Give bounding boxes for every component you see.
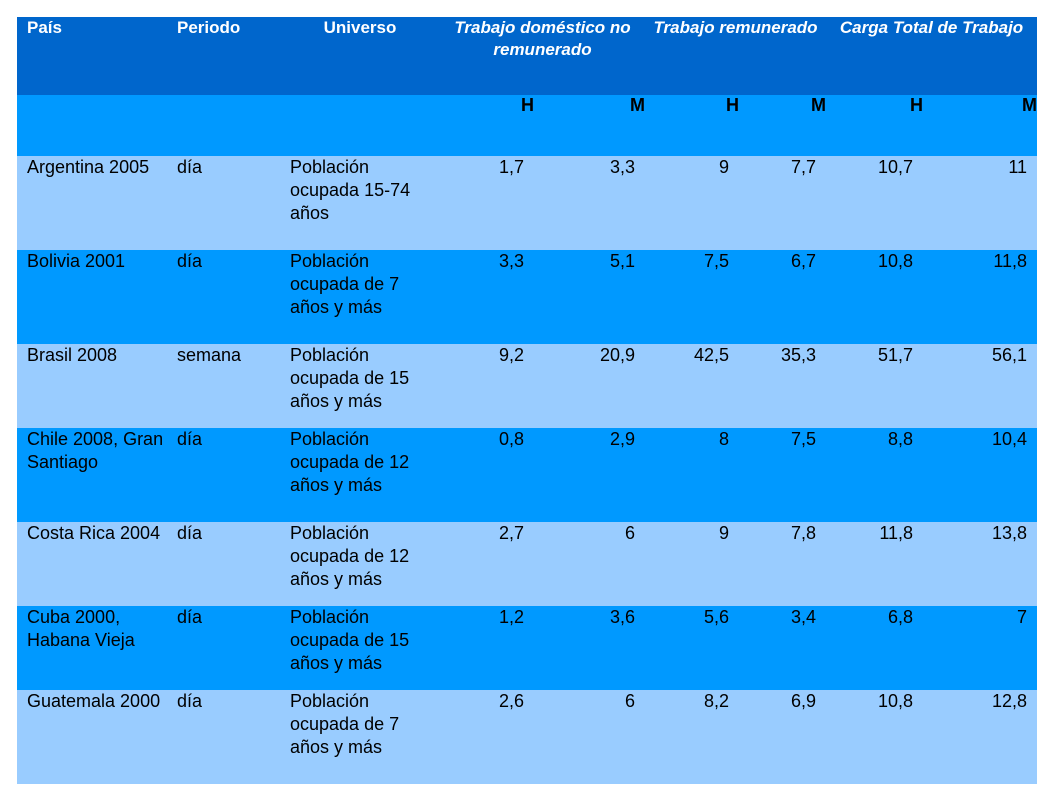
cell-value: 56,1: [923, 344, 1038, 428]
header-row: País Periodo Universo Trabajo doméstico …: [17, 17, 1038, 95]
cell-value: 2,9: [534, 428, 646, 522]
cell-value: 2,6: [440, 690, 534, 784]
cell-universo: Población ocupada de 7 años y más: [280, 250, 440, 344]
table-body: Argentina 2005 día Población ocupada 15-74…: [17, 156, 1038, 784]
cell-value: 20,9: [534, 344, 646, 428]
subheader-m: M: [923, 95, 1038, 156]
cell-value: 11,8: [826, 522, 924, 606]
cell-value: 12,8: [923, 690, 1038, 784]
cell-pais: Brasil 2008: [17, 344, 167, 428]
subheader-m: M: [739, 95, 827, 156]
table-row: Bolivia 2001 día Población ocupada de 7 añ…: [17, 250, 1038, 344]
cell-value: 8,2: [645, 690, 740, 784]
subheader-row: H M H M H M: [17, 95, 1038, 156]
cell-value: 10,4: [923, 428, 1038, 522]
header-carga-total: Carga Total de Trabajo: [826, 17, 1038, 95]
cell-value: 35,3: [739, 344, 827, 428]
cell-value: 7,5: [645, 250, 740, 344]
cell-periodo: día: [167, 156, 280, 250]
cell-value: 10,8: [826, 250, 924, 344]
cell-value: 5,1: [534, 250, 646, 344]
cell-value: 13,8: [923, 522, 1038, 606]
table-row: Cuba 2000, Habana Vieja día Población ocup…: [17, 606, 1038, 690]
table-row: Chile 2008, Gran Santiago día Población oc…: [17, 428, 1038, 522]
cell-pais: Bolivia 2001: [17, 250, 167, 344]
cell-value: 8,8: [826, 428, 924, 522]
cell-universo: Población ocupada de 15 años y más: [280, 606, 440, 690]
subheader-empty: [280, 95, 440, 156]
cell-periodo: día: [167, 522, 280, 606]
table-row: Costa Rica 2004 día Población ocupada de 1…: [17, 522, 1038, 606]
cell-value: 7,5: [739, 428, 827, 522]
subheader-m: M: [534, 95, 646, 156]
header-trabajo-remunerado: Trabajo remunerado: [645, 17, 827, 95]
table-row: Argentina 2005 día Población ocupada 15-74…: [17, 156, 1038, 250]
cell-value: 6: [534, 690, 646, 784]
cell-pais: Cuba 2000, Habana Vieja: [17, 606, 167, 690]
cell-periodo: día: [167, 690, 280, 784]
table-row: Guatemala 2000 día Población ocupada de 7 …: [17, 690, 1038, 784]
cell-pais: Guatemala 2000: [17, 690, 167, 784]
cell-value: 6,8: [826, 606, 924, 690]
cell-periodo: semana: [167, 344, 280, 428]
subheader-h: H: [440, 95, 534, 156]
cell-value: 6,9: [739, 690, 827, 784]
cell-universo: Población ocupada de 15 años y más: [280, 344, 440, 428]
header-trabajo-domestico: Trabajo doméstico no remunerado: [440, 17, 646, 95]
cell-periodo: día: [167, 606, 280, 690]
cell-pais: Argentina 2005: [17, 156, 167, 250]
cell-pais: Chile 2008, Gran Santiago: [17, 428, 167, 522]
header-universo: Universo: [280, 17, 440, 95]
cell-universo: Población ocupada de 12 años y más: [280, 522, 440, 606]
cell-periodo: día: [167, 250, 280, 344]
cell-value: 0,8: [440, 428, 534, 522]
cell-value: 3,3: [440, 250, 534, 344]
cell-value: 5,6: [645, 606, 740, 690]
cell-universo: Población ocupada 15-74 años: [280, 156, 440, 250]
subheader-empty: [167, 95, 280, 156]
cell-value: 7,7: [739, 156, 827, 250]
cell-value: 11: [923, 156, 1038, 250]
data-table: País Periodo Universo Trabajo doméstico …: [17, 17, 1038, 784]
cell-pais: Costa Rica 2004: [17, 522, 167, 606]
cell-value: 42,5: [645, 344, 740, 428]
header-pais: País: [17, 17, 167, 95]
cell-value: 9,2: [440, 344, 534, 428]
cell-value: 7: [923, 606, 1038, 690]
subheader-empty: [17, 95, 167, 156]
cell-value: 9: [645, 522, 740, 606]
cell-value: 3,3: [534, 156, 646, 250]
header-periodo: Periodo: [167, 17, 280, 95]
cell-value: 51,7: [826, 344, 924, 428]
subheader-h: H: [826, 95, 924, 156]
subheader-h: H: [645, 95, 740, 156]
cell-value: 10,7: [826, 156, 924, 250]
cell-universo: Población ocupada de 7 años y más: [280, 690, 440, 784]
cell-universo: Población ocupada de 12 años y más: [280, 428, 440, 522]
cell-value: 1,7: [440, 156, 534, 250]
cell-value: 6: [534, 522, 646, 606]
cell-value: 1,2: [440, 606, 534, 690]
cell-value: 8: [645, 428, 740, 522]
table-row: Brasil 2008 semana Población ocupada de 15…: [17, 344, 1038, 428]
cell-value: 2,7: [440, 522, 534, 606]
cell-value: 10,8: [826, 690, 924, 784]
cell-value: 11,8: [923, 250, 1038, 344]
cell-value: 3,6: [534, 606, 646, 690]
cell-periodo: día: [167, 428, 280, 522]
cell-value: 7,8: [739, 522, 827, 606]
cell-value: 9: [645, 156, 740, 250]
cell-value: 6,7: [739, 250, 827, 344]
cell-value: 3,4: [739, 606, 827, 690]
